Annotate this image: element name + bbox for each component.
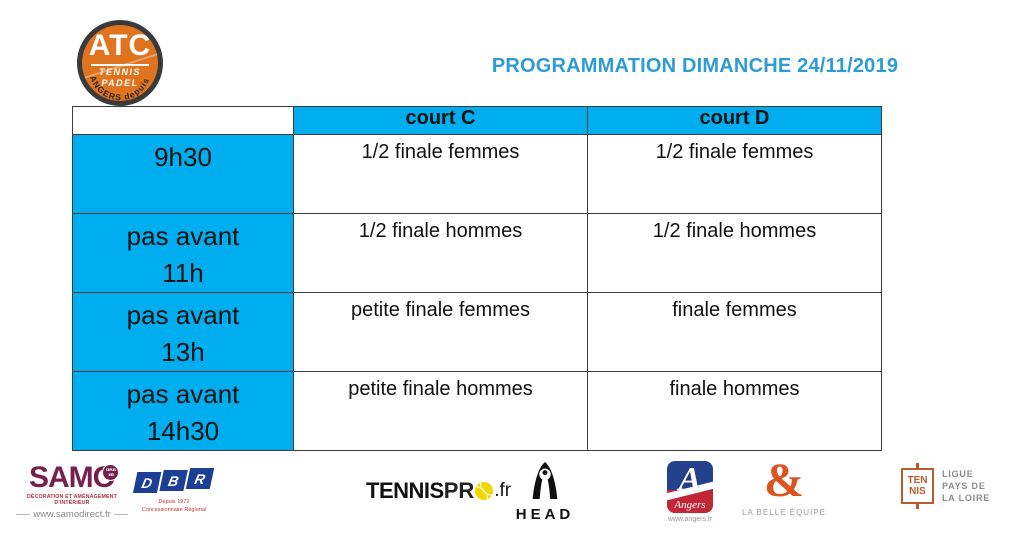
time-cell: pas avant 11h [72, 213, 294, 293]
time-line: 9h30 [154, 142, 212, 172]
sponsor-dbr-logo: D B R Depuis 1972 Concessionnaire Région… [128, 468, 220, 515]
column-header-court-d: court D [587, 106, 882, 135]
time-cell: pas avant 14h30 [72, 370, 294, 451]
atc-club-logo: ATC TENNIS PADEL ANGERS depuis 1922 [77, 20, 163, 106]
atc-underline [91, 64, 149, 66]
atc-logo-background [82, 25, 158, 101]
match-cell-court-c: 1/2 finale femmes [293, 134, 588, 214]
time-line: 11h [162, 257, 204, 288]
samo-wordmark: SAMO DEPUIS 1975 [29, 463, 119, 493]
header-row: court C court D [72, 106, 882, 135]
dbr-tagline: Depuis 1972 Concessionnaire Régional [141, 499, 207, 514]
tennispro-wordmark-bold: TENNIS [366, 478, 444, 503]
dbr-letter-tile: R [185, 468, 215, 489]
atc-padel-label: PADEL [101, 78, 139, 88]
sponsor-head-logo: HEAD [510, 460, 580, 523]
match-cell-court-c: petite finale hommes [293, 370, 588, 451]
sponsor-belle-equipe-logo: & LA BELLE ÉQUIPE [740, 454, 828, 518]
angers-shield: A Angers [667, 461, 713, 513]
dbr-letter-tile: B [159, 470, 188, 491]
table-row: 9h30 1/2 finale femmes 1/2 finale femmes [72, 134, 882, 214]
time-cell: pas avant 13h [72, 292, 294, 372]
head-emblem-icon [532, 461, 558, 499]
time-line: pas avant [126, 378, 240, 409]
svg-text:ANGERS depuis 1922: ANGERS depuis 1922 [77, 20, 152, 102]
tennis-ball-icon [475, 482, 494, 500]
angers-wordmark: Angers [674, 499, 706, 511]
table-corner [72, 106, 294, 135]
table-row: pas avant 11h 1/2 finale hommes 1/2 fina… [72, 213, 882, 293]
match-cell-court-d: finale hommes [587, 370, 882, 451]
samo-url: www.samodirect.fr [16, 509, 128, 520]
atc-tennis-label: TENNIS [98, 67, 141, 77]
sponsor-samo-logo: SAMO DEPUIS 1975 DÉCORATION ET AMÉNAGEMEN… [16, 463, 128, 520]
match-cell-court-d: finale femmes [587, 292, 882, 372]
ligue-wordmark: LIGUE PAYS DE LA LOIRE [942, 469, 991, 504]
sponsor-angers-logo: A Angers www.angers.fr [664, 461, 716, 523]
time-line: 13h [161, 336, 205, 367]
table-row: pas avant 14h30 petite finale hommes fin… [72, 370, 882, 451]
angers-initial: A [678, 461, 702, 498]
ampersand-fork-icon: & [764, 454, 804, 507]
sponsor-tennispro-logo: TENNIS PR .fr [366, 478, 511, 504]
samo-tagline: DÉCORATION ET AMÉNAGEMENT D'INTÉRIEUR [26, 494, 117, 506]
atc-acronym: ATC [88, 29, 152, 62]
tennispro-suffix: .fr [494, 480, 512, 501]
atc-arc-text: ANGERS depuis 1922 [77, 20, 152, 102]
tennispro-wordmark-light: PR [443, 478, 475, 503]
column-header-court-c: court C [293, 106, 588, 135]
table-row: pas avant 13h petite finale femmes final… [72, 292, 882, 372]
dbr-letter-tile: D [132, 472, 162, 493]
dbr-tiles: D B R [128, 468, 220, 493]
match-cell-court-d: 1/2 finale hommes [587, 213, 882, 293]
schedule-table: court C court D 9h30 1/2 finale femmes 1… [72, 106, 882, 451]
angers-url: www.angers.fr [667, 516, 713, 523]
samo-since-badge: DEPUIS 1975 [102, 464, 119, 481]
tennis-stamp-icon: TEN NIS [901, 463, 934, 510]
match-cell-court-d: 1/2 finale femmes [587, 134, 882, 214]
belle-equipe-wordmark: LA BELLE ÉQUIPE [742, 508, 826, 518]
time-line: pas avant [126, 300, 240, 330]
sponsor-ligue-logo: TEN NIS LIGUE PAYS DE LA LOIRE [901, 463, 991, 510]
head-wordmark: HEAD [515, 506, 575, 523]
time-cell: 9h30 [72, 134, 294, 214]
match-cell-court-c: 1/2 finale hommes [293, 213, 588, 293]
page-title: PROGRAMMATION DIMANCHE 24/11/2019 [491, 55, 899, 77]
time-line: pas avant [126, 221, 240, 251]
match-cell-court-c: petite finale femmes [293, 292, 588, 372]
time-line: 14h30 [146, 415, 220, 446]
